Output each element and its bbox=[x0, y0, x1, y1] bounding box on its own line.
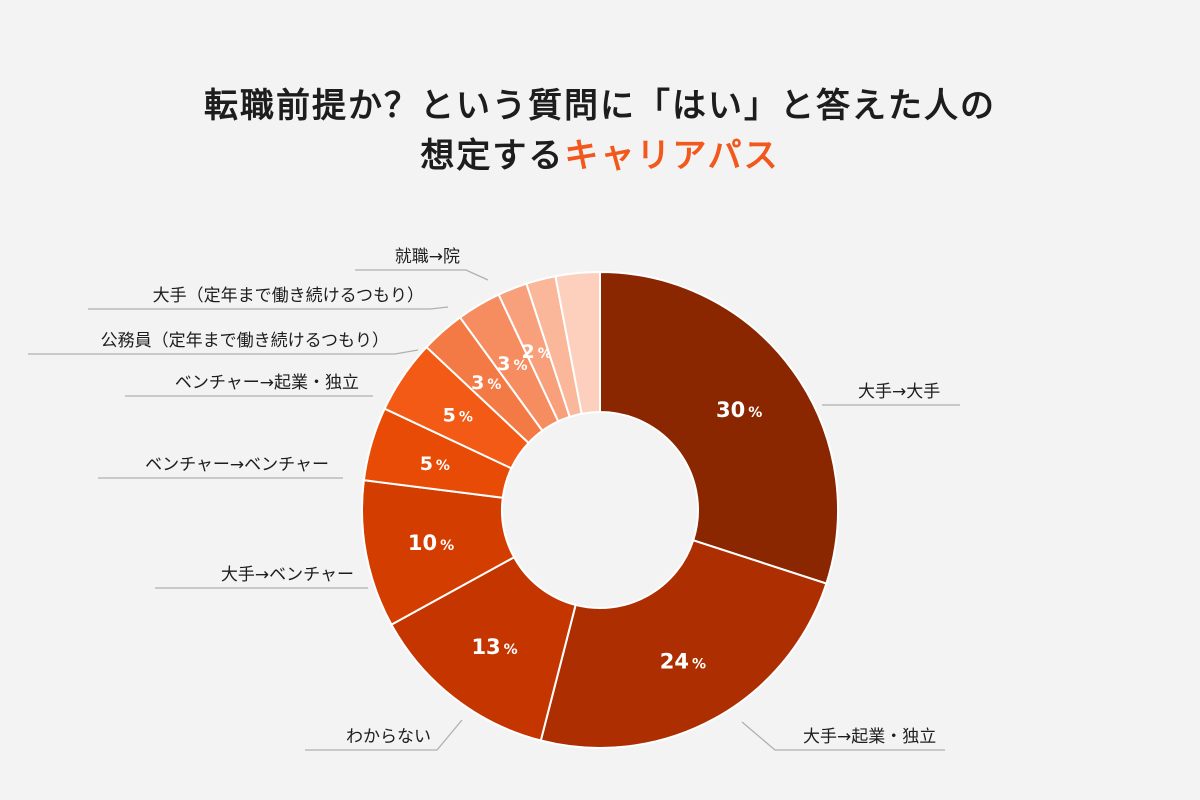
label-leader-line bbox=[741, 721, 945, 751]
slice-category-label: 大手→ベンチャー bbox=[221, 565, 354, 585]
chart-title-prefix: 想定する bbox=[420, 136, 565, 176]
chart-title-highlight: キャリアパス bbox=[564, 136, 780, 176]
label-leader-line bbox=[88, 306, 449, 310]
slice-category-label: 就職→院 bbox=[395, 247, 460, 267]
slice-value-label: 5% bbox=[420, 453, 450, 475]
slice-category-label: 大手→大手 bbox=[858, 382, 940, 402]
slice-value-label: 5% bbox=[443, 404, 473, 426]
slice-category-label: わからない bbox=[346, 727, 431, 747]
donut-slice-10 bbox=[554, 270, 601, 415]
label-leader-line bbox=[28, 349, 419, 355]
donut-slice-1 bbox=[539, 539, 828, 749]
label-leader-line bbox=[355, 269, 489, 281]
slice-category-label: 公務員（定年まで働き続けるつもり） bbox=[101, 331, 389, 351]
chart-title-line1: 転職前提か？という質問に「はい」と答えた人の bbox=[204, 86, 996, 126]
donut-slice-2 bbox=[390, 555, 577, 742]
slice-category-label: ベンチャー→起業・独立 bbox=[175, 373, 359, 393]
slice-category-label: ベンチャー→ベンチャー bbox=[145, 455, 329, 475]
slice-value-label: 13% bbox=[471, 635, 517, 659]
slice-value-label: 24% bbox=[660, 650, 706, 674]
slice-category-label: 大手→起業・独立 bbox=[803, 727, 936, 747]
label-leader-line bbox=[305, 719, 463, 751]
slice-value-label: 30% bbox=[716, 398, 762, 422]
chart-title-line2: 想定するキャリアパス bbox=[0, 128, 1200, 177]
slice-value-label: 10% bbox=[408, 531, 454, 555]
slice-value-label: 3% bbox=[471, 372, 501, 394]
slice-category-label: 大手（定年まで働き続けるつもり） bbox=[153, 286, 424, 306]
slice-value-label: 3% bbox=[497, 353, 527, 375]
donut-slice-0 bbox=[599, 270, 839, 585]
